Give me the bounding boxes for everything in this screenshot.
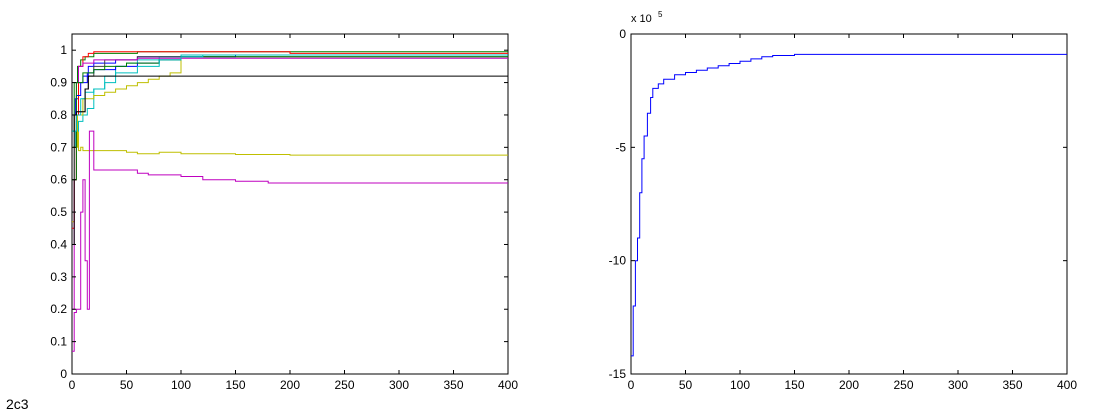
plot-area <box>71 33 509 375</box>
series-line-1 <box>631 53 1067 357</box>
y-tick-label: 0.8 <box>50 108 67 122</box>
x-tick-label: 400 <box>1057 378 1077 392</box>
y-tick-label: -5 <box>615 140 626 154</box>
x-tick-label: 100 <box>730 378 750 392</box>
x-tick-label: 200 <box>280 378 300 392</box>
y-tick-label: 0.9 <box>50 76 67 90</box>
x-tick-label: 400 <box>498 378 518 392</box>
x-tick-label: 50 <box>679 378 693 392</box>
y-tick-label: 0.4 <box>50 237 67 251</box>
y-tick-label: -10 <box>609 254 627 268</box>
axis-exponent-power: 5 <box>658 10 663 19</box>
x-tick-label: 150 <box>225 378 245 392</box>
figure-label: 2c3 <box>6 396 29 412</box>
x-tick-label: 100 <box>171 378 191 392</box>
axis-exponent-label: x 10 <box>631 13 652 25</box>
x-tick-label: 350 <box>1002 378 1022 392</box>
y-tick-label: -15 <box>609 367 627 381</box>
x-tick-label: 300 <box>948 378 968 392</box>
series-line-2 <box>72 130 508 352</box>
x-tick-label: 0 <box>628 378 635 392</box>
x-tick-label: 250 <box>893 378 913 392</box>
y-tick-label: 0.2 <box>50 302 67 316</box>
x-tick-label: 0 <box>69 378 76 392</box>
x-tick-label: 350 <box>443 378 463 392</box>
x-tick-label: 200 <box>839 378 859 392</box>
x-tick-label: 50 <box>120 378 134 392</box>
y-tick-label: 1 <box>60 43 67 57</box>
y-tick-label: 0.3 <box>50 270 67 284</box>
plot-area <box>630 33 1068 375</box>
x-tick-label: 250 <box>334 378 354 392</box>
left-plot: 0 50 100 150 200 250 300 350 400 0 0.1 0.2 0.3 0.4 0.5… <box>50 33 518 392</box>
y-tick-label: 0.1 <box>50 335 67 349</box>
x-tick-label: 300 <box>389 378 409 392</box>
y-tick-label: 0.5 <box>50 205 67 219</box>
y-tick-label: 0.7 <box>50 140 67 154</box>
y-tick-label: 0.6 <box>50 173 67 187</box>
right-plot: 0 50 100 150 200 250 300 350 400 -15 -10 -5 0 x 10 5 <box>609 10 1078 392</box>
y-tick-label: 0 <box>619 27 626 41</box>
y-tick-label: 0 <box>60 367 67 381</box>
x-tick-label: 150 <box>784 378 804 392</box>
series-line-12 <box>72 54 508 132</box>
